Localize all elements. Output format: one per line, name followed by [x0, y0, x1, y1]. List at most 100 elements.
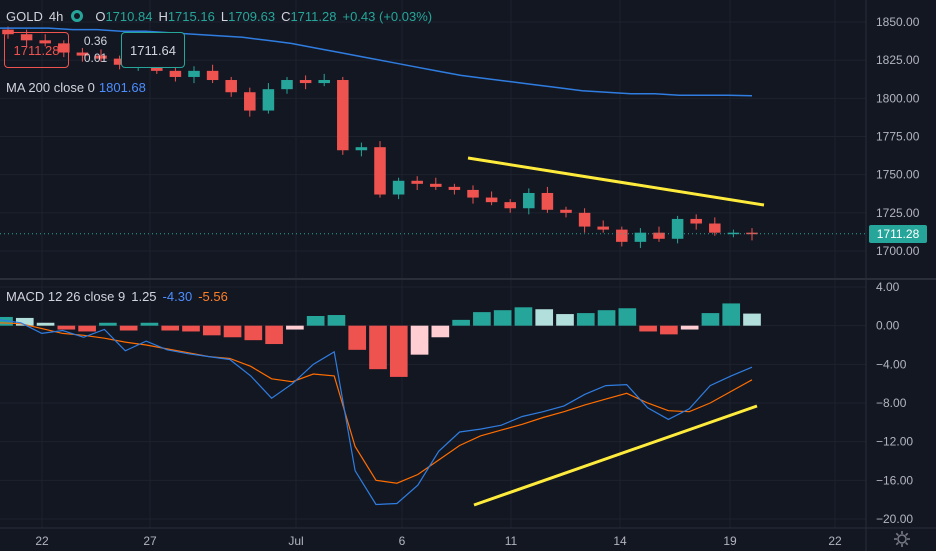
price-axis-label: 1850.00	[876, 15, 920, 29]
macd-histogram-bar	[473, 312, 491, 326]
macd-histogram-bar	[245, 326, 263, 341]
time-axis-label: 19	[723, 534, 737, 548]
candle-body	[300, 80, 312, 83]
macd-histogram-bar	[37, 323, 55, 326]
candle-body	[411, 181, 423, 184]
candle-body	[318, 80, 330, 83]
macd-histogram-bar	[494, 310, 512, 325]
macd-histogram-bar	[702, 313, 720, 326]
time-axis-label: 6	[399, 534, 406, 548]
candle-body	[170, 71, 182, 77]
price-change: +0.43 (+0.03%)	[342, 9, 432, 24]
candle-body	[709, 224, 721, 233]
macd-axis-label: 0.00	[876, 319, 900, 333]
candle-body	[542, 193, 554, 210]
candle-body	[244, 92, 256, 110]
macd-histogram-bar	[141, 323, 159, 326]
symbol-name[interactable]: GOLD	[6, 9, 43, 24]
time-axis-label: 27	[143, 534, 157, 548]
macd-legend[interactable]: MACD 12 26 close 9 1.25 -4.30 -5.56	[6, 289, 228, 304]
macd-histogram-bar	[120, 326, 138, 331]
macd-axis-label: −8.00	[876, 396, 907, 410]
macd-axis-label: 4.00	[876, 280, 900, 294]
candle-body	[393, 181, 405, 195]
candle-body	[188, 71, 200, 77]
macd-histogram-bar	[161, 326, 179, 331]
time-axis-label: Jul	[288, 534, 303, 548]
candle-body	[690, 219, 702, 224]
candle-body	[728, 233, 740, 235]
candle-body	[449, 187, 461, 190]
macd-histogram-bar	[203, 326, 221, 336]
candle-body	[560, 210, 572, 213]
candle-body	[597, 227, 609, 230]
macd-support-trendline	[474, 406, 757, 505]
candle-body	[374, 147, 386, 194]
macd-histogram-bar	[224, 326, 242, 338]
macd-hist-value: 1.25	[131, 289, 156, 304]
spread-top: 0.36	[73, 32, 118, 49]
macd-histogram-bar	[743, 314, 761, 326]
candle-body	[672, 219, 684, 239]
macd-line-value: -4.30	[163, 289, 193, 304]
time-axis-label: 14	[613, 534, 627, 548]
macd-histogram-bar	[78, 326, 96, 332]
candle-body	[523, 193, 535, 208]
candle-body	[430, 184, 442, 187]
time-axis-label: 11	[505, 534, 518, 548]
macd-histogram-bar	[535, 309, 553, 325]
macd-histogram-bar	[660, 326, 678, 335]
candle-body	[356, 147, 368, 150]
interval-label[interactable]: 4h	[49, 9, 63, 24]
macd-histogram-bar	[58, 326, 76, 330]
macd-axis-label: −20.00	[876, 512, 913, 526]
macd-histogram-bar	[577, 313, 595, 326]
macd-histogram-bar	[432, 326, 450, 338]
ohlc-low: L1709.63	[221, 9, 275, 24]
macd-histogram-bar	[307, 316, 325, 326]
time-axis-label: 22	[828, 534, 842, 548]
ohlc-high: H1715.16	[158, 9, 214, 24]
market-open-icon	[71, 10, 83, 22]
settings-gear-icon[interactable]	[893, 530, 911, 548]
macd-histogram-bar	[328, 315, 346, 326]
macd-histogram-bar	[369, 326, 387, 370]
price-axis-label: 1725.00	[876, 206, 920, 220]
macd-histogram-bar	[411, 326, 429, 355]
price-axis-label: 1700.00	[876, 244, 920, 258]
macd-histogram-bar	[265, 326, 283, 344]
candle-body	[281, 80, 293, 89]
candle-body	[579, 213, 591, 227]
macd-histogram-bar	[182, 326, 200, 332]
candle-body	[653, 233, 665, 239]
macd-histogram-bar	[515, 307, 533, 325]
candle-body	[225, 80, 237, 92]
resistance-trendline	[468, 158, 764, 205]
macd-histogram-bar	[598, 310, 616, 325]
ma-legend[interactable]: MA 200 close 0 1801.68	[6, 80, 146, 95]
candle-body	[207, 71, 219, 80]
macd-histogram-bar	[348, 326, 366, 350]
macd-axis-label: −16.00	[876, 473, 913, 487]
candle-body	[337, 80, 349, 150]
last-price-tag: 1711.28	[869, 225, 927, 243]
time-axis-label: 22	[35, 534, 49, 548]
macd-histogram-bar	[619, 308, 637, 325]
price-axis-label: 1750.00	[876, 168, 920, 182]
candle-body	[263, 89, 275, 110]
buy-button[interactable]: 1711.64	[121, 32, 185, 68]
ohlc-close: C1711.28	[281, 9, 336, 24]
macd-histogram-bar	[639, 326, 657, 332]
macd-axis-label: −12.00	[876, 435, 913, 449]
macd-histogram-bar	[722, 303, 740, 325]
ma-label: MA 200 close 0	[6, 80, 95, 95]
macd-histogram-bar	[286, 326, 304, 330]
sell-button[interactable]: 1711.28	[4, 32, 69, 68]
macd-histogram-bar	[390, 326, 408, 377]
macd-label: MACD 12 26 close 9	[6, 289, 125, 304]
candle-body	[504, 202, 516, 208]
symbol-header: GOLD 4h O1710.84 H1715.16 L1709.63 C1711…	[6, 6, 432, 26]
ohlc-open: O1710.84	[95, 9, 152, 24]
macd-histogram-bar	[452, 320, 470, 326]
spread-display: 0.36 0.01	[73, 32, 118, 66]
